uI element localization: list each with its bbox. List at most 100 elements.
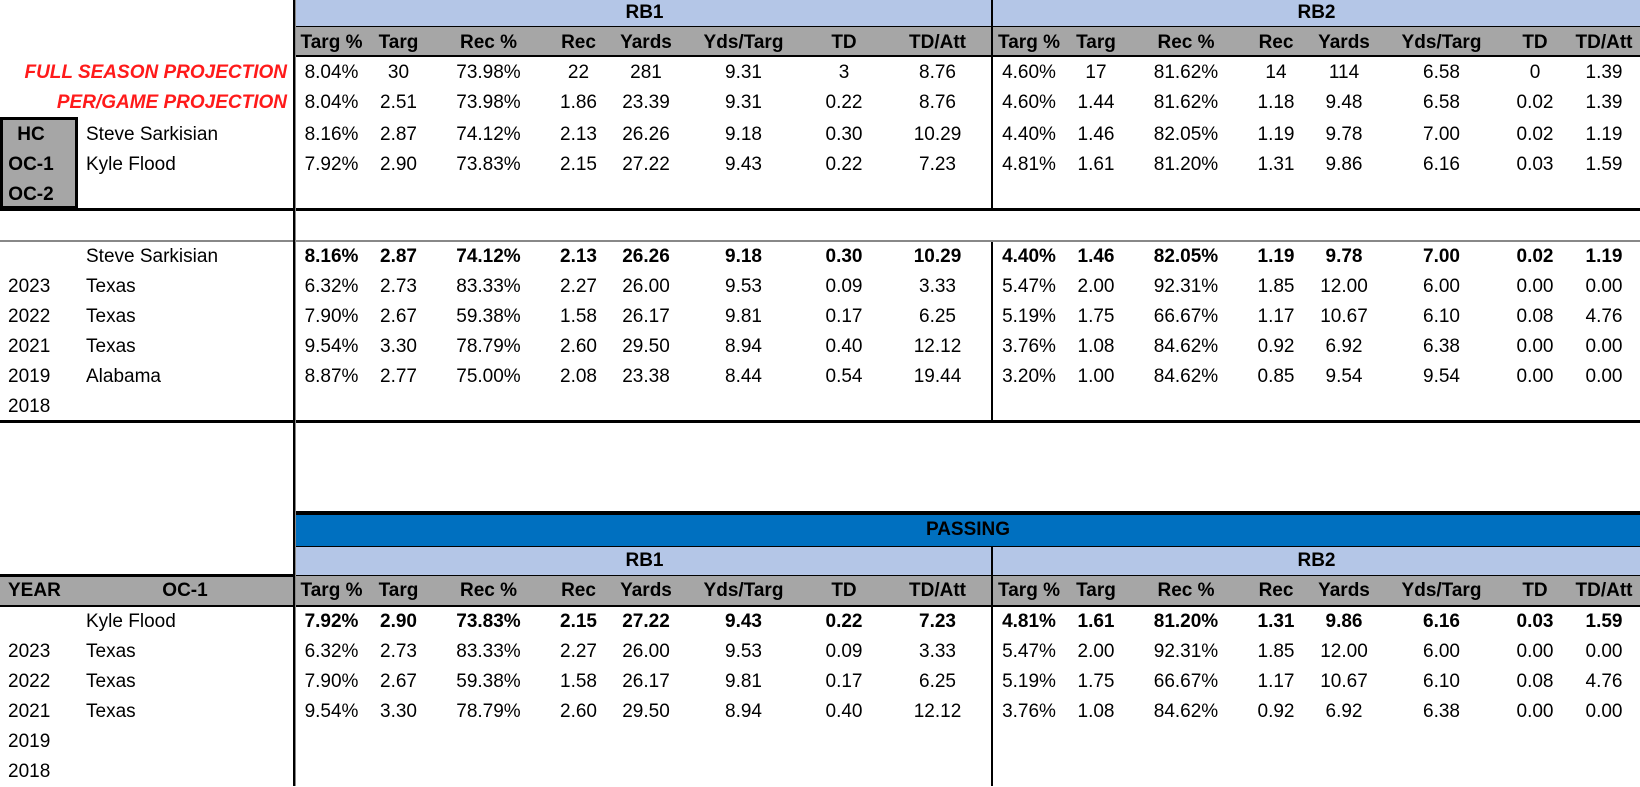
stat-cell: 26.00 xyxy=(622,641,670,662)
stat-cell: 29.50 xyxy=(622,336,670,357)
stat-cell: 6.25 xyxy=(919,306,956,327)
column-header: Targ xyxy=(1076,580,1116,601)
stat-cell: 27.22 xyxy=(622,154,670,175)
stat-cell: 9.54 xyxy=(1325,366,1363,387)
stat-cell: 66.67% xyxy=(1153,306,1219,327)
column-header: Rec xyxy=(1258,32,1294,53)
stat-cell: 0.00 xyxy=(1585,366,1623,387)
stat-cell: 82.05% xyxy=(1153,246,1219,267)
stat-cell: 2.60 xyxy=(560,701,597,722)
stat-cell: 73.83% xyxy=(456,154,521,175)
stat-cell: 9.81 xyxy=(725,671,762,692)
column-header: Targ % xyxy=(300,32,363,53)
column-header: Rec % xyxy=(1157,580,1215,601)
coach-role: OC-2 xyxy=(8,184,54,205)
stat-cell: 6.58 xyxy=(1423,62,1460,83)
stat-cell: 1.61 xyxy=(1077,154,1115,175)
stat-cell: 8.04% xyxy=(304,62,359,83)
coach-role-box xyxy=(0,117,78,209)
stat-cell: 0.03 xyxy=(1516,154,1554,175)
stat-cell: 281 xyxy=(630,62,662,83)
stat-cell: 5.47% xyxy=(1002,276,1056,297)
stat-cell: 6.00 xyxy=(1423,641,1460,662)
stat-cell: 9.81 xyxy=(725,306,762,327)
stat-cell: 26.00 xyxy=(622,276,670,297)
history-team: Alabama xyxy=(86,366,161,387)
column-header: Rec % xyxy=(459,580,518,601)
group-header-rb2: RB2 xyxy=(1297,550,1336,571)
history-year: 2021 xyxy=(8,336,51,357)
stat-cell: 12.12 xyxy=(913,336,962,357)
stat-cell: 22 xyxy=(567,62,590,83)
stat-cell: 2.67 xyxy=(380,306,417,327)
stat-cell: 73.83% xyxy=(456,611,521,632)
stat-cell: 6.00 xyxy=(1423,276,1460,297)
stat-cell: 1.58 xyxy=(560,306,597,327)
stat-cell: 1.39 xyxy=(1585,62,1623,83)
stat-cell: 8.76 xyxy=(919,92,956,113)
stat-cell: 4.40% xyxy=(1002,246,1056,267)
stat-cell: 6.16 xyxy=(1423,154,1460,175)
stat-cell: 7.23 xyxy=(919,611,956,632)
stat-cell: 2.51 xyxy=(380,92,417,113)
stat-cell: 1.31 xyxy=(1257,154,1295,175)
stat-cell: 1.17 xyxy=(1257,671,1295,692)
column-header: Yards xyxy=(620,32,672,53)
stat-cell: 17 xyxy=(1085,62,1107,83)
stat-cell: 4.81% xyxy=(1002,154,1056,175)
history-year: 2019 xyxy=(8,731,51,752)
stat-cell: 81.62% xyxy=(1153,62,1219,83)
stat-cell: 7.90% xyxy=(304,306,359,327)
stat-cell: 6.25 xyxy=(919,671,956,692)
stat-cell: 0.00 xyxy=(1516,701,1554,722)
stat-cell: 4.40% xyxy=(1002,124,1056,145)
group-header-rb1: RB1 xyxy=(625,2,664,23)
stat-cell: 1.59 xyxy=(1585,154,1623,175)
stat-cell: 84.62% xyxy=(1153,366,1219,387)
history-team: Texas xyxy=(86,336,136,357)
stat-cell: 59.38% xyxy=(456,671,521,692)
stat-cell: 78.79% xyxy=(456,701,521,722)
rule xyxy=(0,208,1640,211)
column-header: Targ % xyxy=(998,32,1060,53)
stat-cell: 6.38 xyxy=(1423,336,1460,357)
stat-cell: 0.22 xyxy=(825,611,863,632)
coach-name: Kyle Flood xyxy=(86,154,176,175)
stat-cell: 0 xyxy=(1529,62,1541,83)
stat-cell: 78.79% xyxy=(456,336,521,357)
stat-cell: 1.44 xyxy=(1077,92,1115,113)
stat-cell: 9.31 xyxy=(725,92,762,113)
stat-cell: 10.67 xyxy=(1320,306,1368,327)
stat-cell: 74.12% xyxy=(456,246,521,267)
stat-cell: 2.87 xyxy=(380,124,417,145)
stat-cell: 2.90 xyxy=(380,611,417,632)
stat-cell: 9.86 xyxy=(1325,611,1363,632)
stat-cell: 10.29 xyxy=(913,124,962,145)
stat-cell: 12.00 xyxy=(1320,641,1368,662)
stat-cell: 66.67% xyxy=(1153,671,1219,692)
column-header: Yds/Targ xyxy=(703,580,784,601)
column-header: Rec xyxy=(561,580,596,601)
group-header-rb1: RB1 xyxy=(625,550,664,571)
stat-cell: 10.67 xyxy=(1320,671,1368,692)
history-year: 2018 xyxy=(8,396,51,417)
stat-cell: 0.40 xyxy=(825,336,863,357)
stat-cell: 1.08 xyxy=(1077,701,1115,722)
stat-cell: 1.19 xyxy=(1585,246,1623,267)
stat-cell: 7.23 xyxy=(919,154,956,175)
stat-cell: 10.29 xyxy=(913,246,962,267)
stat-cell: 8.16% xyxy=(304,246,359,267)
history-year: 2018 xyxy=(8,761,51,782)
stat-cell: 1.46 xyxy=(1077,246,1115,267)
stat-cell: 0.09 xyxy=(825,641,863,662)
stat-cell: 26.26 xyxy=(622,124,670,145)
stat-cell: 29.50 xyxy=(622,701,670,722)
stat-cell: 0.22 xyxy=(825,154,863,175)
stat-cell: 1.46 xyxy=(1077,124,1115,145)
stat-cell: 84.62% xyxy=(1153,336,1219,357)
stat-cell: 0.54 xyxy=(825,366,863,387)
rule xyxy=(293,0,295,786)
coach-role: HC xyxy=(17,124,45,145)
stat-cell: 59.38% xyxy=(456,306,521,327)
stat-cell: 9.54% xyxy=(304,336,359,357)
